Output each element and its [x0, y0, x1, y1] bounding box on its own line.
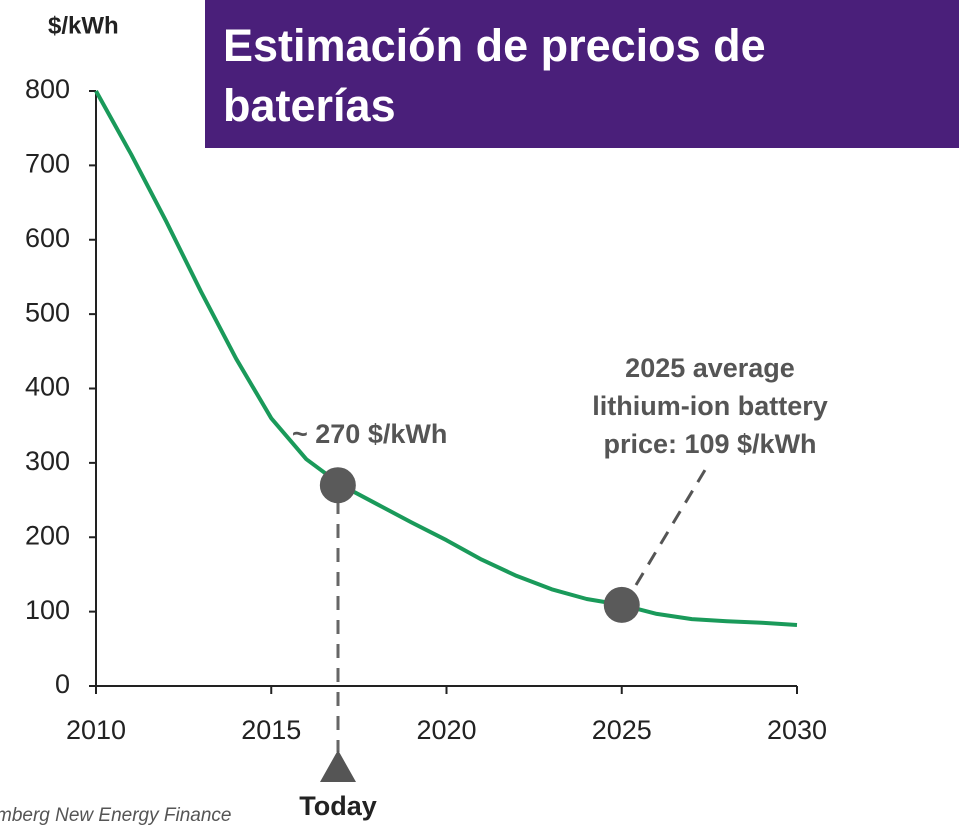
chart-title: Estimación de precios de baterías: [223, 20, 766, 131]
x-tick-label: 2015: [241, 715, 301, 745]
forecast-label: lithium-ion battery: [592, 391, 828, 421]
x-tick-label: 2025: [592, 715, 652, 745]
y-tick-label: 200: [25, 520, 70, 550]
y-axis-label: $/kWh: [48, 12, 119, 39]
x-tick-label: 2010: [66, 715, 126, 745]
y-tick-label: 100: [25, 595, 70, 625]
price-line: [94, 90, 798, 627]
current-price-label: ~ 270 $/kWh: [292, 419, 447, 449]
today-label: Today: [299, 791, 377, 821]
title-box: Estimación de precios de baterías: [205, 0, 959, 148]
x-tick-label: 2030: [767, 715, 827, 745]
marker: [603, 586, 640, 623]
forecast-label: price: 109 $/kWh: [603, 429, 816, 459]
y-tick-label: 800: [25, 74, 70, 104]
y-tick-label: 300: [25, 446, 70, 476]
y-tick-label: 0: [55, 669, 70, 699]
source: mberg New Energy Finance: [0, 805, 232, 826]
forecast-pointer: [634, 469, 707, 586]
y-tick-label: 600: [25, 223, 70, 253]
forecast-label: 2025 average: [625, 353, 795, 383]
x-tick-label: 2020: [416, 715, 476, 745]
y-tick-label: 700: [25, 149, 70, 179]
today-arrow: [320, 750, 356, 782]
marker: [319, 467, 356, 504]
y-tick-label: 500: [25, 297, 70, 327]
y-tick-label: 400: [25, 372, 70, 402]
